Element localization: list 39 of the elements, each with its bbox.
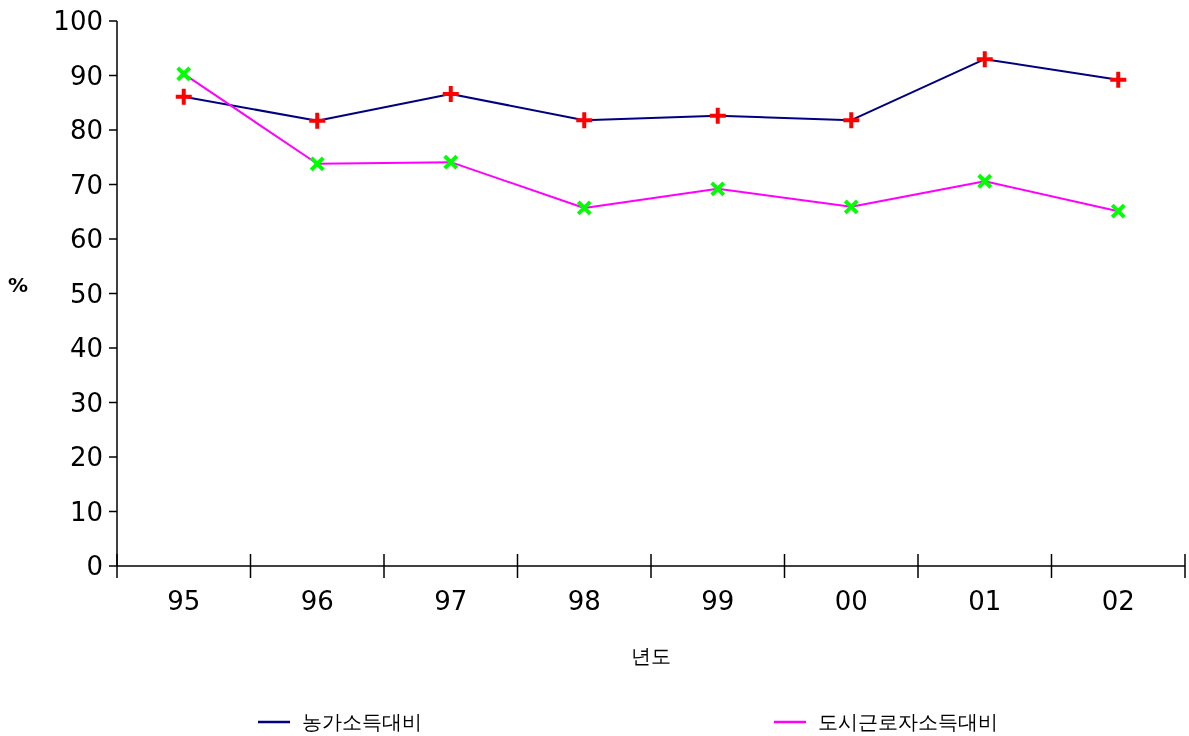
y-tick-label: 30 [69, 387, 103, 418]
x-tick-label: 01 [968, 586, 1002, 616]
point [976, 173, 993, 190]
point [843, 198, 860, 215]
y-tick-label: 70 [69, 169, 103, 200]
y-tick-label: 100 [53, 6, 103, 36]
y-tick-label: 0 [86, 551, 103, 581]
point [1108, 69, 1129, 90]
y-tick-label: 10 [69, 496, 103, 527]
x-tick-label: 96 [300, 586, 334, 616]
x-axis-title: 년도 [631, 644, 671, 668]
point [841, 110, 862, 131]
point [574, 110, 595, 131]
point [309, 155, 326, 172]
y-tick-label: 20 [69, 442, 103, 472]
y-tick-label: 90 [69, 60, 103, 91]
point [576, 199, 593, 216]
point [440, 84, 461, 105]
y-tick-label: 60 [69, 224, 103, 254]
point [974, 49, 995, 70]
y-tick-label: 50 [69, 278, 103, 309]
point [173, 86, 194, 107]
legend-label: 도시근로자소득대비 [818, 710, 998, 734]
x-tick-label: 97 [434, 586, 468, 616]
point [442, 154, 459, 171]
x-tick-label: 99 [701, 586, 735, 616]
legend-label: 농가소득대비 [302, 710, 422, 734]
x-tick-label: 95 [167, 586, 201, 616]
point [307, 110, 328, 131]
point [709, 180, 726, 197]
point [1110, 203, 1127, 220]
y-tick-label: 40 [69, 333, 103, 363]
x-tick-label: 02 [1101, 586, 1135, 616]
y-tick-label: 80 [69, 115, 103, 145]
point [707, 105, 728, 126]
x-tick-label: 00 [834, 586, 868, 616]
x-tick-label: 98 [567, 586, 601, 616]
point [175, 65, 192, 82]
y-axis-title: % [7, 273, 29, 297]
